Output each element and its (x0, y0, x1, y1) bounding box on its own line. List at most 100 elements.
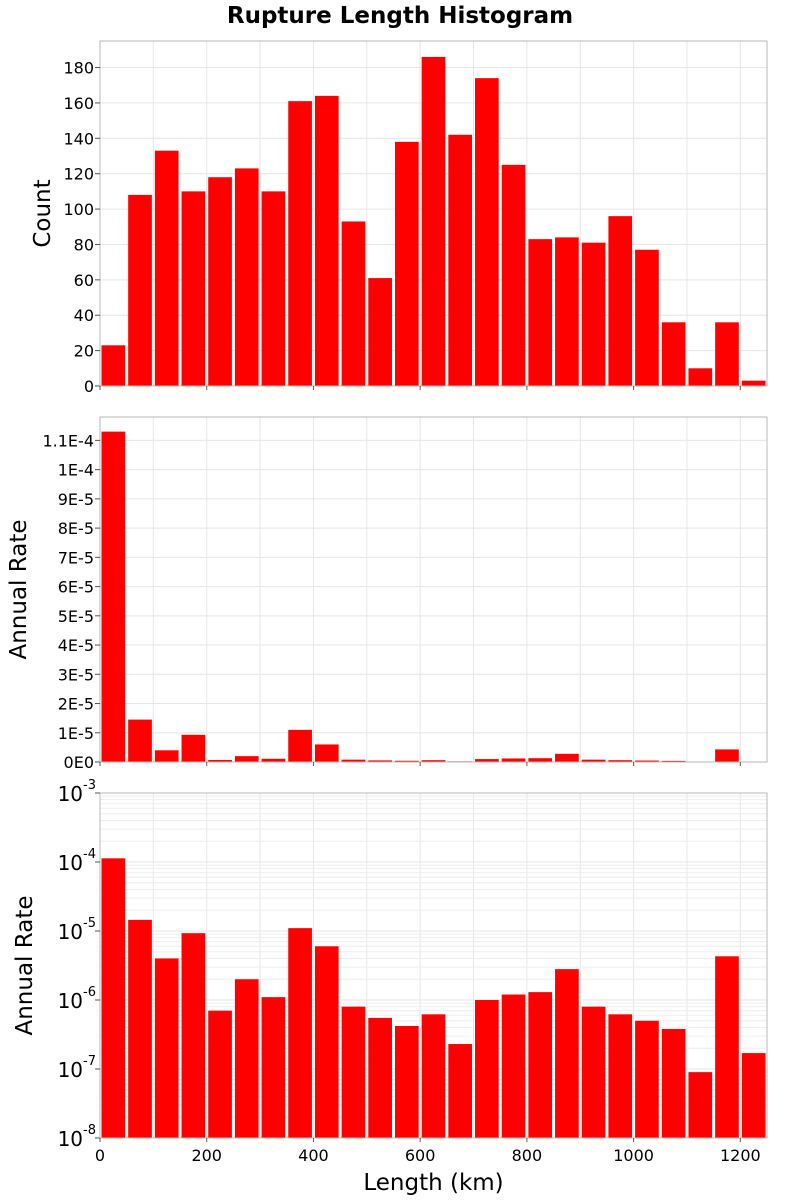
y-tick-label: 3E-5 (58, 665, 94, 684)
histogram-bar (394, 760, 419, 762)
y-tick-label: 1E-4 (58, 461, 94, 480)
chart-title: Rupture Length Histogram (227, 3, 573, 29)
histogram-bar (528, 758, 553, 762)
histogram-bar (368, 760, 392, 762)
histogram-bar (261, 758, 286, 762)
histogram-bar (234, 979, 259, 1138)
histogram-bar (181, 191, 206, 386)
histogram-bar (661, 322, 686, 386)
y-tick-label: 7E-5 (58, 548, 94, 567)
y-tick-label: 140 (63, 129, 94, 148)
histogram-bar (128, 194, 152, 386)
y-tick-label: 1E-5 (58, 724, 94, 743)
plot-frame (99, 416, 768, 763)
x-tick-label: 400 (298, 1146, 329, 1165)
plot-frame (99, 792, 768, 1139)
histogram-bar (581, 1006, 606, 1138)
x-tick-label: 1000 (613, 1146, 654, 1165)
histogram-bar (101, 345, 126, 386)
histogram-bar (501, 758, 526, 762)
histogram-bar (635, 1020, 659, 1138)
histogram-bar (208, 1010, 232, 1138)
y-tick-label: 40 (74, 306, 94, 325)
y-tick-label: 10-7 (58, 1054, 96, 1082)
histogram-bar (154, 750, 179, 762)
histogram-bar (261, 191, 286, 386)
histogram-bar (715, 749, 739, 762)
y-tick-label: 0E0 (64, 753, 94, 772)
histogram-bar (715, 322, 739, 386)
histogram-bar (661, 1028, 686, 1138)
histogram-bar (394, 1025, 419, 1138)
histogram-bar (501, 164, 526, 386)
histogram-bar (501, 994, 526, 1138)
histogram-bar (421, 760, 446, 762)
histogram-bar (661, 760, 686, 762)
x-tick-label: 200 (191, 1146, 222, 1165)
count-histogram-panel: 0 20 40 60 80 100 120 140 160 180 Count (30, 40, 768, 396)
histogram-bar (608, 216, 633, 386)
histogram-bar (635, 249, 659, 386)
histogram-bar (555, 237, 579, 386)
y-tick-label: 10-3 (58, 778, 96, 806)
histogram-bar (608, 1014, 633, 1138)
annual-rate-log-panel: 10-8 10-7 10-6 10-5 10-4 10-3 0 200 400 600 800 100… (12, 778, 768, 1196)
y-tick-label: 1.1E-4 (42, 431, 94, 450)
histogram-bar (181, 933, 206, 1138)
y-axis-label: Annual Rate (6, 520, 32, 660)
histogram-bar (314, 744, 339, 762)
histogram-bar (688, 368, 713, 386)
x-tick-label: 1200 (720, 1146, 761, 1165)
histogram-bar (101, 858, 126, 1138)
y-tick-label: 2E-5 (58, 695, 94, 714)
histogram-bar (475, 1000, 499, 1138)
x-axis-label: Length (km) (363, 1170, 503, 1196)
histogram-bar (314, 95, 339, 386)
histogram-bar (101, 431, 126, 762)
y-tick-label: 0 (84, 377, 94, 396)
plot-frame (99, 40, 768, 387)
y-tick-label: 80 (74, 235, 94, 254)
y-tick-label: 6E-5 (58, 578, 94, 597)
y-tick-label: 4E-5 (58, 636, 94, 655)
histogram-bar (234, 168, 259, 386)
histogram-bar (341, 221, 366, 386)
histogram-bar (341, 759, 366, 762)
y-tick-label: 9E-5 (58, 490, 94, 509)
histogram-bar (288, 101, 312, 387)
histogram-bar (154, 150, 179, 386)
histogram-bar (421, 1014, 446, 1138)
histogram-bar (581, 759, 606, 762)
histogram-bar (741, 1053, 766, 1138)
histogram-bar (528, 239, 553, 386)
histogram-bar (261, 997, 286, 1138)
y-tick-label: 5E-5 (58, 607, 94, 626)
x-tick-label: 800 (512, 1146, 543, 1165)
y-tick-label: 120 (63, 165, 94, 184)
y-tick-label: 10-6 (58, 985, 96, 1013)
histogram-bar (368, 1017, 392, 1138)
y-tick-label: 180 (63, 59, 94, 78)
histogram-bar (741, 380, 766, 386)
histogram-bar (555, 969, 579, 1138)
histogram-bar (368, 278, 392, 386)
y-tick-label: 20 (74, 342, 94, 361)
histogram-bar (314, 946, 339, 1138)
histogram-bar (208, 177, 232, 386)
histogram-bar (128, 719, 152, 762)
annual-rate-linear-panel: 0E0 1E-5 2E-5 3E-5 4E-5 5E-5 6E-5 7E-5 8E-5 9E-5 1… (6, 416, 768, 772)
y-tick-label: 8E-5 (58, 519, 94, 538)
y-tick-label: 160 (63, 94, 94, 113)
histogram-bar (234, 756, 259, 762)
y-tick-label: 10-4 (58, 847, 96, 875)
y-tick-label: 60 (74, 271, 94, 290)
histogram-bar (475, 78, 499, 387)
histogram-bar (581, 242, 606, 386)
histogram-bar (421, 56, 446, 387)
histogram-bar (154, 958, 179, 1138)
histogram-bar (475, 759, 499, 762)
y-tick-label: 10-8 (58, 1123, 96, 1151)
histogram-bar (608, 760, 633, 762)
y-axis-label: Count (30, 179, 56, 247)
